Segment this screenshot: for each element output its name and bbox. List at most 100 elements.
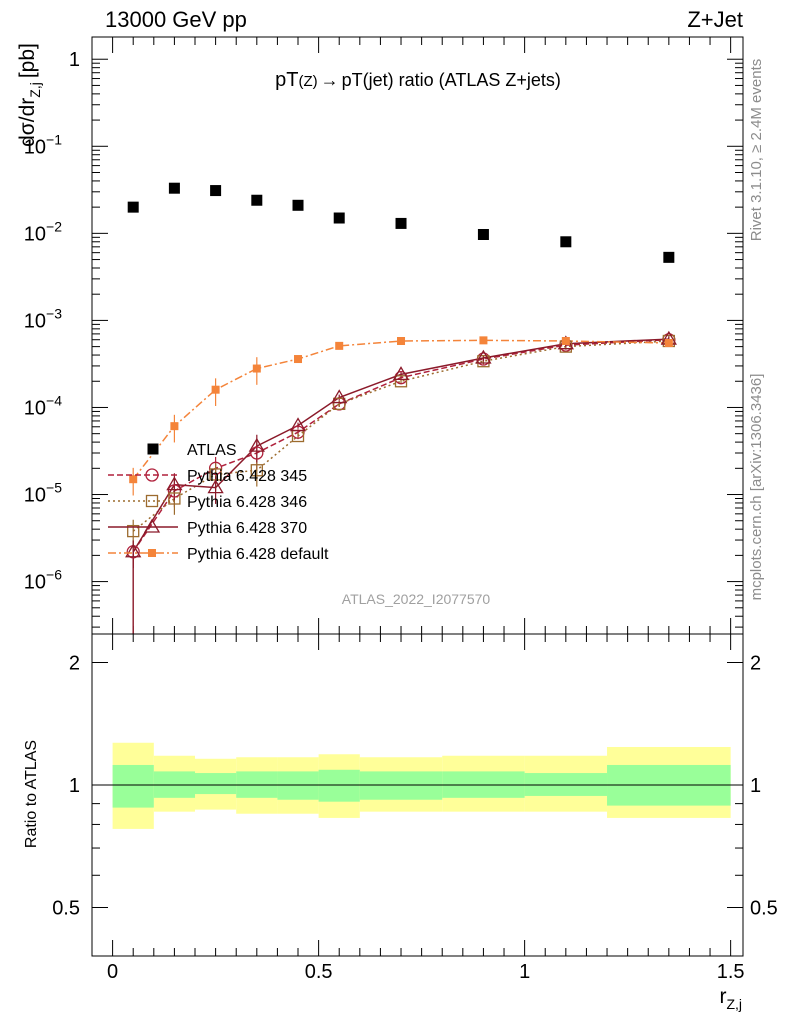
atlas-point: [210, 185, 222, 197]
p370-point: [207, 479, 224, 494]
xlabel-sub: Z,j: [726, 996, 742, 1012]
atlas-point: [127, 201, 139, 213]
atlas-point: [251, 194, 263, 206]
ytick-exp: −4: [46, 392, 62, 408]
ratio-ytick-label-right: 2: [750, 653, 761, 675]
ytick-exp: −3: [46, 305, 62, 321]
ytick-label: 10−4: [24, 392, 62, 419]
ratio-panel: 2 2 1 1 0.5 0.5 0 0.5 1 1.5 Ratio to ATLAS rZ,j: [23, 633, 778, 1012]
atlas-point: [395, 217, 407, 229]
band-inner: [195, 773, 237, 795]
header-left: 13000 GeV pp: [105, 7, 247, 32]
pdefault-point: [129, 475, 138, 484]
ratio-ytick-label: 2: [69, 653, 80, 675]
legend-label: Pythia 6.428 345: [187, 468, 307, 485]
main-ylabel-unit: [pb]: [16, 43, 39, 78]
pdefault-point: [397, 337, 406, 346]
atlas-point: [168, 182, 180, 194]
p370-point: [475, 349, 492, 364]
legend-label: ATLAS: [187, 442, 237, 459]
main-ylabel-base: dσ/dr: [16, 98, 39, 147]
ratio-xlabel: rZ,j: [719, 985, 742, 1012]
ytick-label: 1: [69, 49, 80, 71]
title-prefix: pT: [275, 69, 298, 91]
p345-point: [167, 484, 182, 498]
legend-label: Pythia 6.428 370: [187, 520, 307, 537]
ytick-exp: −6: [46, 567, 62, 583]
pdefault-point: [170, 422, 179, 431]
ytick-base: 10: [24, 136, 46, 158]
ytick-base: 10: [24, 310, 46, 332]
p346-point: [394, 375, 408, 388]
xlabel-base: r: [719, 985, 726, 1008]
xtick-label: 1: [519, 961, 530, 983]
atlas-point: [560, 236, 572, 248]
legend-label: Pythia 6.428 346: [187, 494, 307, 511]
pdefault-point: [252, 364, 261, 373]
ratio-ytick-label-right: 0.5: [750, 897, 778, 919]
ytick-base: 10: [24, 572, 46, 594]
ytick-label: 10−5: [24, 480, 62, 507]
band-inner: [524, 773, 608, 796]
main-ticks: 110−110−210−310−410−510−6: [24, 37, 743, 634]
main-ylabel: dσ/drZ,j [pb]: [16, 43, 43, 147]
atlas-point: [292, 199, 304, 211]
main-title: pT(Z) → pT(jet) ratio (ATLAS Z+jets): [275, 69, 561, 91]
atlas-point: [663, 251, 675, 263]
xtick-label: 0: [107, 961, 118, 983]
header-right: Z+Jet: [687, 7, 743, 32]
p346-point: [333, 397, 346, 411]
legend: ATLAS Pythia 6.428 345 Pythia 6.428 346 Pyt…: [108, 442, 329, 563]
ytick-base: 10: [24, 223, 46, 245]
atlas-point: [147, 443, 159, 455]
xtick-label: 1.5: [717, 961, 745, 983]
p346-point: [145, 494, 159, 508]
ytick-base: 10: [24, 397, 46, 419]
main-series: [125, 182, 677, 634]
pdefault-point: [561, 337, 570, 346]
ytick-exp: −5: [46, 480, 62, 496]
p345-point: [250, 446, 264, 460]
main-frame: [91, 36, 744, 635]
p370-point: [125, 543, 142, 558]
pdefault-point: [664, 339, 673, 348]
ytick-label: 10−3: [24, 305, 62, 332]
main-panel: 110−110−210−310−410−510−6 dσ/drZ,j[pb] p…: [16, 36, 744, 635]
ratio-ticks: 2 2 1 1 0.5 0.5 0 0.5 1 1.5: [52, 634, 778, 983]
p370-point: [166, 476, 183, 491]
ytick-label: 10−1: [24, 131, 62, 158]
band-inner: [359, 771, 443, 800]
p346-point: [250, 464, 263, 477]
p370-point: [331, 389, 348, 404]
legend-label: Pythia 6.428 default: [187, 546, 329, 563]
ratio-ytick-label: 0.5: [52, 897, 80, 919]
atlas-point: [333, 212, 345, 224]
p346-point: [168, 492, 181, 505]
xtick-label: 0.5: [305, 961, 333, 983]
series-line-filledsquare: [132, 339, 669, 480]
band-inner: [318, 769, 360, 802]
watermark: ATLAS_2022_I2077570: [342, 591, 491, 607]
ytick-label: 10−2: [24, 218, 62, 245]
title-arrow: →: [321, 70, 339, 90]
ratio-ytick-label: 1: [69, 775, 80, 797]
pdefault-point: [211, 385, 220, 394]
ratio-ylabel: Ratio to ATLAS: [23, 740, 40, 848]
mcplots-label: mcplots.cern.ch [arXiv:1306.3436]: [748, 374, 765, 601]
ytick-base: 10: [24, 485, 46, 507]
p345-point: [145, 468, 159, 482]
p346-point: [127, 524, 140, 538]
main-ylabel-sub: Z,j: [27, 82, 43, 98]
series-line-circle: [132, 338, 669, 553]
ratio-bands: [92, 742, 743, 829]
atlas-point: [477, 228, 489, 240]
ytick-exp: −1: [46, 131, 62, 147]
ratio-ytick-label-right: 1: [750, 775, 761, 797]
p370-point: [289, 417, 307, 432]
series-line-triangle: [132, 338, 669, 553]
title-sub: (Z): [298, 73, 317, 90]
pdefault-point: [335, 341, 344, 350]
title-rest: pT(jet) ratio (ATLAS Z+jets): [342, 70, 561, 90]
p370-point: [248, 437, 265, 452]
